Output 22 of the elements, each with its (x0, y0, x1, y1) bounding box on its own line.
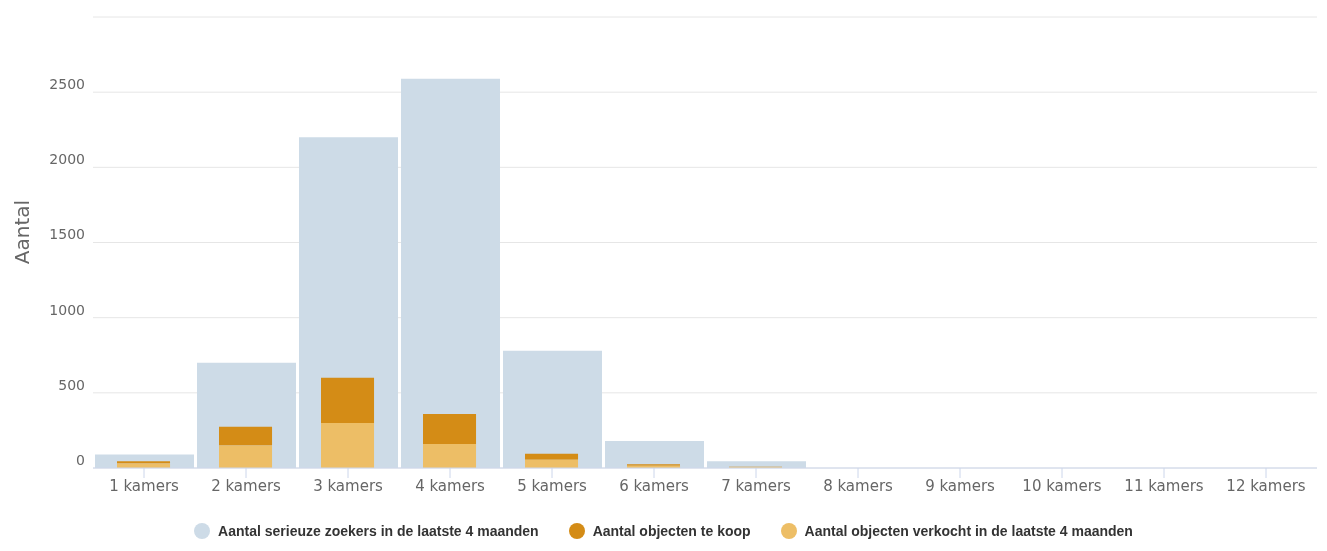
y-tick-label: 2000 (49, 151, 85, 168)
x-tick-label: 8 kamers (823, 476, 894, 495)
x-tick-label: 7 kamers (721, 476, 792, 495)
x-tick-label: 12 kamers (1226, 476, 1306, 495)
y-tick-label: 1000 (49, 301, 85, 318)
x-tick-label: 3 kamers (313, 476, 384, 495)
x-tick-label: 10 kamers (1022, 476, 1102, 495)
y-tick-label: 1500 (49, 226, 85, 243)
x-tick-label: 4 kamers (415, 476, 486, 495)
x-tick-label: 9 kamers (925, 476, 996, 495)
legend-label: Aantal serieuze zoekers in de laatste 4 maanden (218, 523, 539, 539)
legend-label: Aantal objecten te koop (592, 523, 751, 539)
y-tick-label: 0 (76, 451, 85, 468)
x-tick-label: 5 kamers (517, 476, 588, 495)
y-tick-label: 500 (58, 376, 85, 393)
y-tick-label: 2500 (49, 76, 85, 93)
x-tick-label: 11 kamers (1124, 476, 1204, 495)
x-tick-label: 6 kamers (619, 476, 690, 495)
x-tick-label: 1 kamers (109, 476, 180, 495)
x-tick-label: 2 kamers (211, 476, 282, 495)
y-axis-title: Aantal (10, 199, 34, 265)
legend-label: Aantal objecten verkocht in de laatste 4 maanden (804, 523, 1133, 539)
